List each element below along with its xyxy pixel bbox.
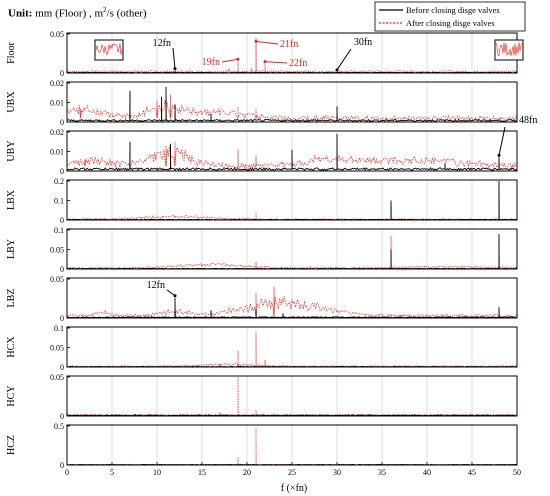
annotation-arrow xyxy=(264,61,288,64)
y-tick-label: 0.02 xyxy=(50,128,64,137)
y-tick-label: 0 xyxy=(60,167,64,176)
legend-label-before: Before closing disge valves xyxy=(406,5,500,15)
y-tick-label: 0 xyxy=(60,216,64,225)
series-after-lby xyxy=(66,235,518,269)
x-tick-label: 25 xyxy=(288,468,296,477)
annotation-label: 48fn xyxy=(519,115,537,126)
panel-floor: 0 0.05 Floor 12fn 19fn 21fn 22fn 30fn xyxy=(6,30,524,78)
panel-lbz: 0 0.05 LBZ 12fn xyxy=(6,275,518,323)
y-tick-label: 0 xyxy=(60,118,64,127)
x-axis-label: f (×fn) xyxy=(281,483,307,494)
panel-lby: 0 0.05 0.1 LBY xyxy=(6,226,518,274)
annotation-arrowhead xyxy=(335,68,339,72)
panel-uby: 0 0.01 0.02 UBY 48fn xyxy=(6,115,537,176)
y-tick-label: 0 xyxy=(60,314,64,323)
annotation-arrow xyxy=(166,289,176,297)
panel-hcy: 0 0.05 HCY xyxy=(6,373,518,421)
series-after-floor xyxy=(66,37,518,73)
panel-lbx: 0 0.1 0.2 LBX xyxy=(6,177,518,225)
y-tick-label: 0.02 xyxy=(50,79,64,88)
panel-hcx: 0 0.05 0.1 HCX xyxy=(6,324,518,372)
x-tick-label: 45 xyxy=(468,468,476,477)
y-axis-label: Floor xyxy=(6,41,17,63)
legend: Before closing disge valves After closin… xyxy=(374,1,526,32)
annotation-arrow xyxy=(255,40,279,45)
panel-frame xyxy=(66,277,518,319)
annotation-label: 21fn xyxy=(280,39,298,50)
annotation-arrowhead xyxy=(173,67,177,71)
y-axis-label: LBX xyxy=(6,189,17,210)
panel-frame xyxy=(66,326,518,368)
y-tick-label: 0 xyxy=(60,412,64,421)
annotation-arrowhead xyxy=(254,39,258,43)
x-tick-label: 10 xyxy=(153,468,161,477)
y-tick-label: 0.1 xyxy=(54,324,64,333)
panel-ubx: 0 0.01 0.02 UBX xyxy=(6,79,518,127)
annotation-label: 30fn xyxy=(354,37,372,48)
panel-frame xyxy=(66,179,518,221)
x-tick-label: 35 xyxy=(378,468,386,477)
x-tick-label: 15 xyxy=(198,468,206,477)
x-tick-label: 5 xyxy=(110,468,114,477)
y-tick-label: 0.05 xyxy=(50,246,64,255)
x-axis: 0 5 10 15 20 25 30 35 40 45 50 xyxy=(65,462,521,477)
y-axis-label: HCX xyxy=(6,336,17,358)
series-after-lbz xyxy=(66,286,518,318)
annotation-label: 22fn xyxy=(289,58,307,69)
panel-frame xyxy=(66,228,518,270)
annotation-arrow xyxy=(221,58,239,63)
y-tick-label: 0.05 xyxy=(50,30,64,39)
x-tick-label: 20 xyxy=(243,468,251,477)
y-axis-label: HCZ xyxy=(6,435,17,455)
unit-label: Unit: mm (Floor) , m2/s (other) xyxy=(8,6,147,20)
y-tick-label: 0.1 xyxy=(54,226,64,235)
annotation-arrow xyxy=(336,48,352,71)
x-tick-label: 40 xyxy=(423,468,431,477)
y-tick-label: 0 xyxy=(60,461,64,470)
annotation-arrow xyxy=(498,126,506,156)
x-tick-label: 30 xyxy=(333,468,341,477)
panel-frame xyxy=(66,375,518,417)
annotation-label: 19fn xyxy=(202,57,220,68)
y-tick-label: 0.01 xyxy=(50,148,64,157)
legend-label-after: After closing disge valves xyxy=(406,18,495,28)
y-tick-label: 0.05 xyxy=(50,275,64,284)
series-before-uby xyxy=(66,133,518,171)
y-tick-label: 0.1 xyxy=(54,197,64,206)
y-axis-label: LBZ xyxy=(6,289,17,308)
panel-frame xyxy=(66,130,518,172)
y-tick-label: 0 xyxy=(60,363,64,372)
series-after-uby xyxy=(66,141,518,170)
annotation-arrowhead xyxy=(497,153,501,157)
y-tick-label: 0.01 xyxy=(50,99,64,108)
y-tick-label: 0.05 xyxy=(50,373,64,382)
annotation-arrowhead xyxy=(173,294,177,298)
annotation-arrowhead xyxy=(236,57,240,61)
inset-series-after xyxy=(495,42,523,57)
zoom-inset xyxy=(494,39,524,61)
panel-frame xyxy=(66,81,518,123)
panel-hcz: 0 0.5 HCZ xyxy=(6,422,518,470)
y-tick-label: 0 xyxy=(60,265,64,274)
y-axis-label: HCY xyxy=(6,385,17,406)
zoom-inset xyxy=(94,39,124,61)
annotation-arrow xyxy=(172,47,176,69)
y-axis-label: UBY xyxy=(6,140,17,161)
y-tick-label: 0.2 xyxy=(54,177,64,186)
x-tick-label: 0 xyxy=(65,468,69,477)
y-tick-label: 0 xyxy=(60,69,64,78)
annotation-label: 12fn xyxy=(147,280,165,291)
y-tick-label: 0.5 xyxy=(54,422,64,431)
inset-series-after xyxy=(95,43,123,56)
annotation-arrowhead xyxy=(263,60,267,64)
y-axis-label: LBY xyxy=(6,239,17,259)
series-before-ubx xyxy=(66,86,518,123)
x-tick-label: 50 xyxy=(513,468,521,477)
y-axis-label: UBX xyxy=(6,91,17,113)
annotation-label: 12fn xyxy=(153,38,171,49)
y-tick-label: 0.05 xyxy=(50,344,64,353)
